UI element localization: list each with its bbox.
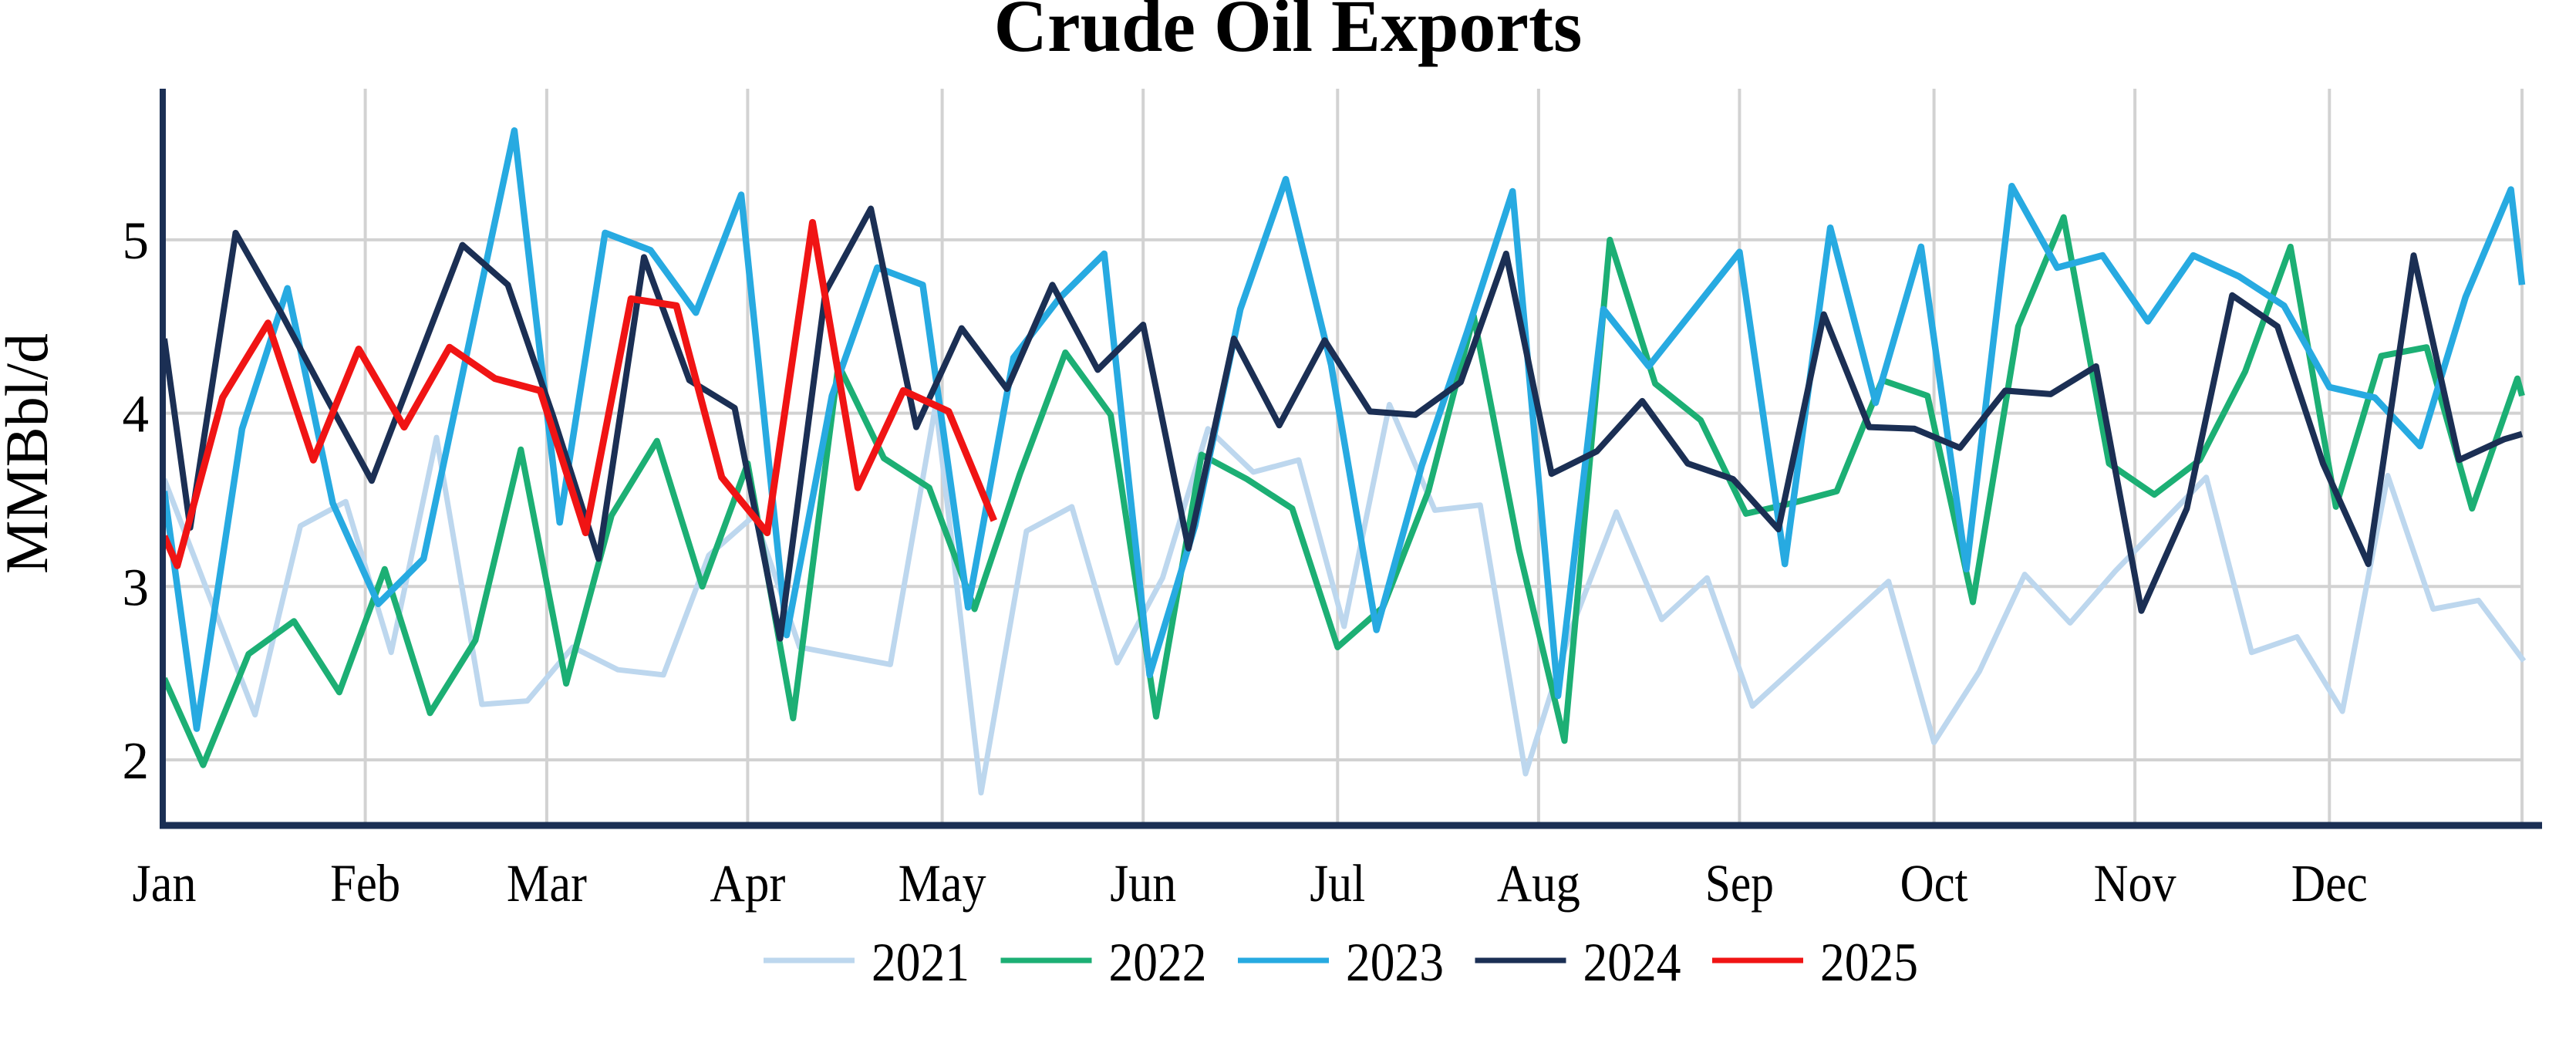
svg-text:3: 3 xyxy=(123,558,150,616)
svg-text:May: May xyxy=(899,854,986,913)
svg-text:Oct: Oct xyxy=(1900,854,1968,913)
svg-text:5: 5 xyxy=(123,211,150,270)
svg-text:Feb: Feb xyxy=(330,854,400,913)
svg-text:Crude Oil Exports: Crude Oil Exports xyxy=(994,0,1583,67)
svg-text:Apr: Apr xyxy=(710,854,785,913)
svg-text:Jan: Jan xyxy=(133,854,197,913)
svg-text:2022: 2022 xyxy=(1109,933,1207,993)
svg-text:2: 2 xyxy=(123,731,150,790)
svg-text:Jul: Jul xyxy=(1310,854,1365,913)
svg-text:Nov: Nov xyxy=(2094,854,2176,913)
svg-text:Dec: Dec xyxy=(2291,854,2368,913)
svg-text:Jun: Jun xyxy=(1110,854,1176,913)
svg-text:MMBbl/d: MMBbl/d xyxy=(0,333,60,574)
svg-text:2025: 2025 xyxy=(1820,933,1918,993)
svg-text:4: 4 xyxy=(123,385,150,444)
svg-text:2023: 2023 xyxy=(1346,933,1444,993)
svg-text:Sep: Sep xyxy=(1705,854,1774,913)
svg-text:2021: 2021 xyxy=(872,933,969,993)
svg-text:Mar: Mar xyxy=(507,854,587,913)
svg-text:2024: 2024 xyxy=(1583,933,1681,993)
svg-text:Aug: Aug xyxy=(1497,854,1580,913)
